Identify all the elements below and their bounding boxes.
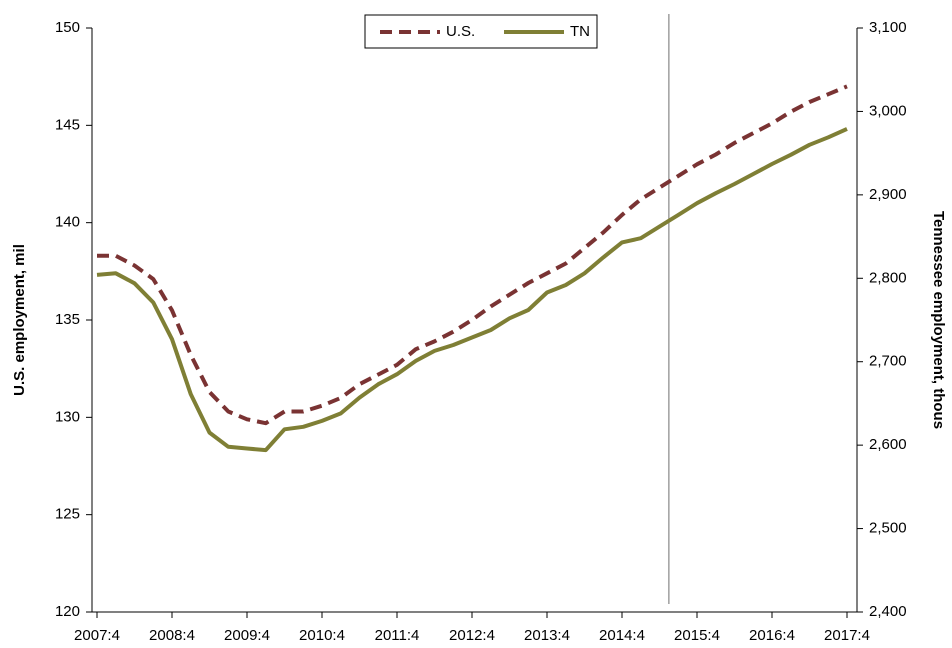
x-tick-label: 2012:4 (449, 627, 495, 644)
x-tick-label: 2011:4 (375, 627, 420, 644)
y2-tick-label: 2,800 (869, 269, 907, 286)
y-tick-label: 120 (55, 603, 80, 620)
y2-tick-label: 3,100 (869, 19, 907, 36)
y2-tick-label: 2,900 (869, 186, 907, 203)
y-tick-label: 145 (55, 116, 80, 133)
y-tick-label: 135 (55, 311, 80, 328)
y2-tick-label: 2,700 (869, 353, 907, 370)
x-tick-label: 2013:4 (524, 627, 570, 644)
y-tick-label: 125 (55, 506, 80, 523)
x-tick-label: 2016:4 (749, 627, 795, 644)
line-series (96, 127, 848, 453)
x-tick-label: 2014:4 (599, 627, 645, 644)
x-tick-label: 2008:4 (149, 627, 195, 644)
x-tick-label: 2009:4 (224, 627, 270, 644)
line-series (97, 84, 848, 426)
y-tick-label: 140 (55, 214, 80, 231)
x-tick-label: 2007:4 (74, 627, 120, 644)
x-tick-label: 2010:4 (299, 627, 345, 644)
legend-label: TN (570, 23, 590, 40)
legend-label: U.S. (446, 23, 475, 40)
y2-axis-title: Tennessee employment, thous (930, 211, 947, 429)
y2-tick-label: 2,600 (869, 436, 907, 453)
y2-tick-label: 2,400 (869, 603, 907, 620)
y-tick-label: 150 (55, 19, 80, 36)
y-axis-title: U.S. employment, mil (11, 244, 28, 396)
x-tick-label: 2015:4 (674, 627, 720, 644)
y-tick-label: 130 (55, 408, 80, 425)
y2-tick-label: 2,500 (869, 520, 907, 537)
y2-tick-label: 3,000 (869, 102, 907, 119)
x-tick-label: 2017:4 (824, 627, 870, 644)
